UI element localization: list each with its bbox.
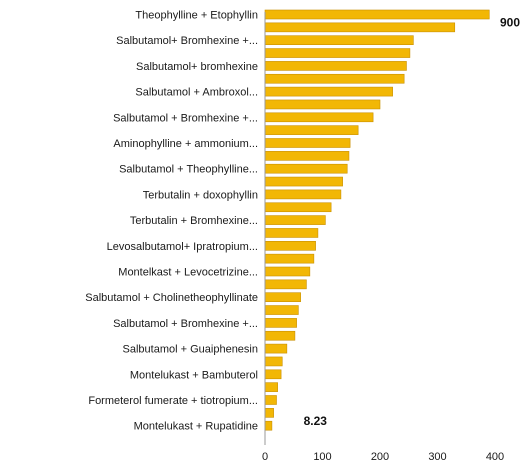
bar xyxy=(264,266,311,277)
bar xyxy=(264,215,326,225)
category-label: Salbutamol + Ambroxol... xyxy=(135,87,258,99)
bar xyxy=(264,163,348,174)
bar xyxy=(264,9,490,20)
x-tick-label: 0 xyxy=(262,451,268,463)
category-label: Salbutamol + Cholinetheophyllinate xyxy=(85,292,258,304)
bar xyxy=(264,189,342,200)
category-label: Montelkast + Levocetrizine... xyxy=(118,267,258,279)
bar xyxy=(264,318,297,328)
category-label: Salbutamol+ Bromhexine +... xyxy=(116,35,258,47)
data-annotation: 8.23 xyxy=(304,414,328,428)
bar xyxy=(264,356,283,367)
bar xyxy=(264,176,343,187)
bar xyxy=(264,330,296,341)
category-labels: Theophylline + Etophyllin Salbutamol+ Bro… xyxy=(85,10,258,433)
bar xyxy=(264,99,381,110)
category-label: Formeterol fumerate + tiotropium... xyxy=(88,395,258,407)
category-label: Terbutalin + Bromhexine... xyxy=(130,215,258,227)
category-label: Salbutamol + Theophylline... xyxy=(119,164,258,176)
x-tick-label: 200 xyxy=(371,451,389,463)
data-annotation: 900 xyxy=(500,16,520,30)
bar xyxy=(264,125,359,135)
bars-group xyxy=(264,9,490,431)
bar xyxy=(264,420,273,431)
bar xyxy=(264,241,316,251)
bar xyxy=(264,202,332,213)
x-tick-label: 400 xyxy=(486,451,504,463)
category-label: Levosalbutamol+ Ipratropium... xyxy=(107,241,258,253)
category-label: Aminophylline + ammonium... xyxy=(113,138,258,150)
x-tick-label: 100 xyxy=(313,451,331,463)
bar xyxy=(264,253,315,264)
category-label: Theophylline + Etophyllin xyxy=(135,10,258,22)
category-label: Terbutalin + doxophyllin xyxy=(143,189,258,201)
bar xyxy=(264,343,288,354)
bar xyxy=(264,292,301,303)
category-label: Salbutamol+ bromhexine xyxy=(136,61,258,73)
category-label: Salbutamol + Guaiphenesin xyxy=(123,344,258,356)
x-axis-ticks: 0 100 200 300 400 xyxy=(262,451,504,463)
x-tick-label: 300 xyxy=(428,451,446,463)
category-label: Salbutamol + Bromhexine +... xyxy=(113,112,258,124)
bar xyxy=(264,86,393,97)
bar xyxy=(264,382,278,392)
category-label: Montelukast + Bambuterol xyxy=(130,369,258,381)
bar xyxy=(264,408,274,418)
bar xyxy=(264,73,405,84)
bar xyxy=(264,228,319,238)
bar xyxy=(264,61,407,71)
bar xyxy=(264,48,411,58)
category-label: Salbutamol + Bromhexine +... xyxy=(113,318,258,330)
bar xyxy=(264,279,307,290)
bar xyxy=(264,395,277,405)
bar xyxy=(264,112,374,123)
bar xyxy=(264,138,351,148)
category-label: Montelukast + Rupatidine xyxy=(134,421,258,433)
bar xyxy=(264,151,350,161)
bar xyxy=(264,35,414,46)
bar xyxy=(264,369,282,380)
bar xyxy=(264,305,299,315)
bar xyxy=(264,22,456,33)
annotations: 900 8.23 xyxy=(304,16,521,428)
